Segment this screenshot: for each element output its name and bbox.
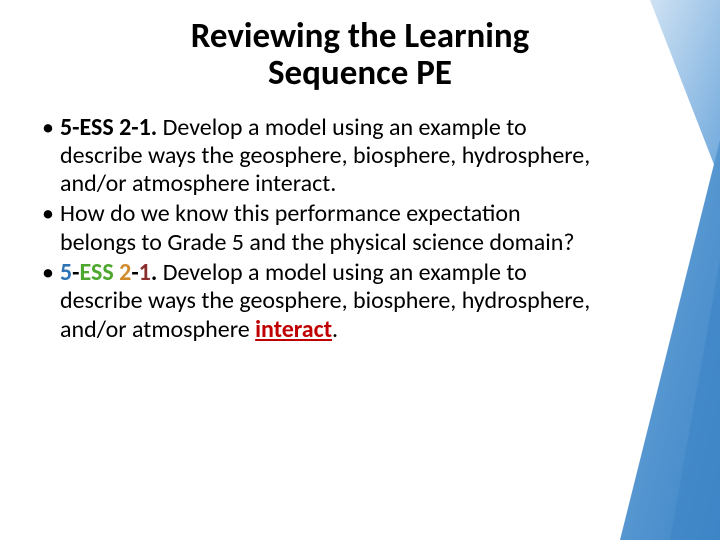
bullet-3-dash1: - <box>72 258 79 287</box>
bullet-item-1: 5-ESS 2-1. Develop a model using an exam… <box>40 114 600 199</box>
bullet-3-interact-period: . <box>332 315 338 344</box>
bullet-3-dash2: - <box>131 258 138 287</box>
bullet-3-lead-1: 1 <box>139 258 151 287</box>
bullet-3-lead-5: 5 <box>60 258 72 287</box>
bullet-2-text: How do we know this performance expectat… <box>60 199 575 256</box>
slide-container: Reviewing the Learning Sequence PE 5-ESS… <box>0 0 720 540</box>
bullet-list: 5-ESS 2-1. Develop a model using an exam… <box>40 114 600 345</box>
bullet-3-lead-ess: ESS <box>80 258 114 287</box>
title-line-2: Sequence PE <box>268 52 452 94</box>
bullet-item-3: 5-ESS 2-1. Develop a model using an exam… <box>40 259 600 344</box>
bullet-item-2: How do we know this performance expectat… <box>40 200 600 257</box>
bullet-1-lead: 5-ESS 2-1. <box>60 113 157 142</box>
bullet-3-lead-2: 2 <box>119 258 131 287</box>
title-line-1: Reviewing the Learning <box>191 15 530 57</box>
slide-title: Reviewing the Learning Sequence PE <box>100 18 620 92</box>
bullet-3-interact: interact <box>255 315 332 344</box>
